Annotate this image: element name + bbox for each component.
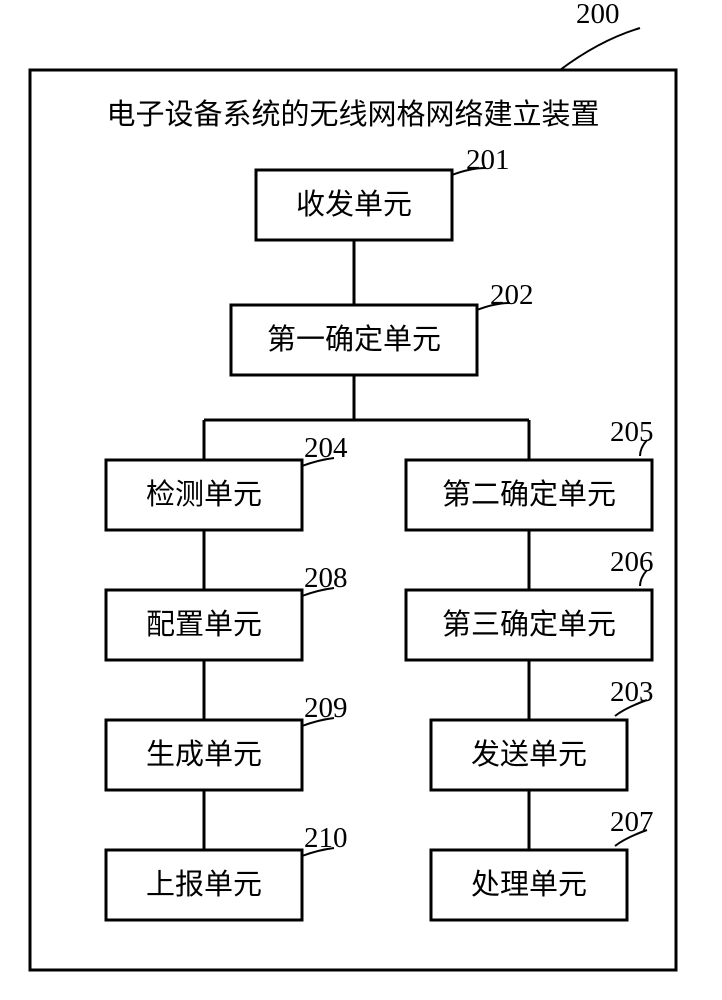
node-text: 发送单元 [471, 738, 587, 771]
node-label: 209 [304, 692, 348, 724]
node-n201: 收发单元 201 [256, 144, 510, 240]
node-n209: 生成单元 209 [106, 692, 348, 790]
node-text: 收发单元 [296, 188, 412, 221]
node-label: 202 [490, 279, 534, 311]
node-text: 处理单元 [471, 868, 587, 901]
node-label: 204 [304, 432, 348, 464]
node-n202: 第一确定单元 202 [231, 279, 534, 375]
node-text: 第三确定单元 [442, 608, 616, 641]
node-n204: 检测单元 204 [106, 432, 348, 530]
node-label: 205 [610, 416, 654, 448]
node-text: 第二确定单元 [442, 478, 616, 511]
frame-label: 200 [576, 0, 620, 30]
node-text: 上报单元 [146, 868, 262, 901]
node-n208: 配置单元 208 [106, 562, 348, 660]
node-text: 第一确定单元 [267, 323, 441, 356]
node-text: 生成单元 [146, 738, 262, 771]
node-label: 210 [304, 822, 348, 854]
node-text: 检测单元 [146, 478, 262, 511]
node-label: 208 [304, 562, 348, 594]
node-label: 207 [610, 806, 654, 838]
node-label: 203 [610, 676, 654, 708]
node-n203: 发送单元 203 [431, 676, 654, 790]
node-text: 配置单元 [146, 608, 262, 641]
frame-leader [560, 28, 640, 70]
node-label: 206 [610, 546, 654, 578]
node-n210: 上报单元 210 [106, 822, 348, 920]
node-label: 201 [466, 144, 510, 176]
diagram-title: 电子设备系统的无线网格网络建立装置 [106, 98, 599, 131]
node-n207: 处理单元 207 [431, 806, 654, 920]
